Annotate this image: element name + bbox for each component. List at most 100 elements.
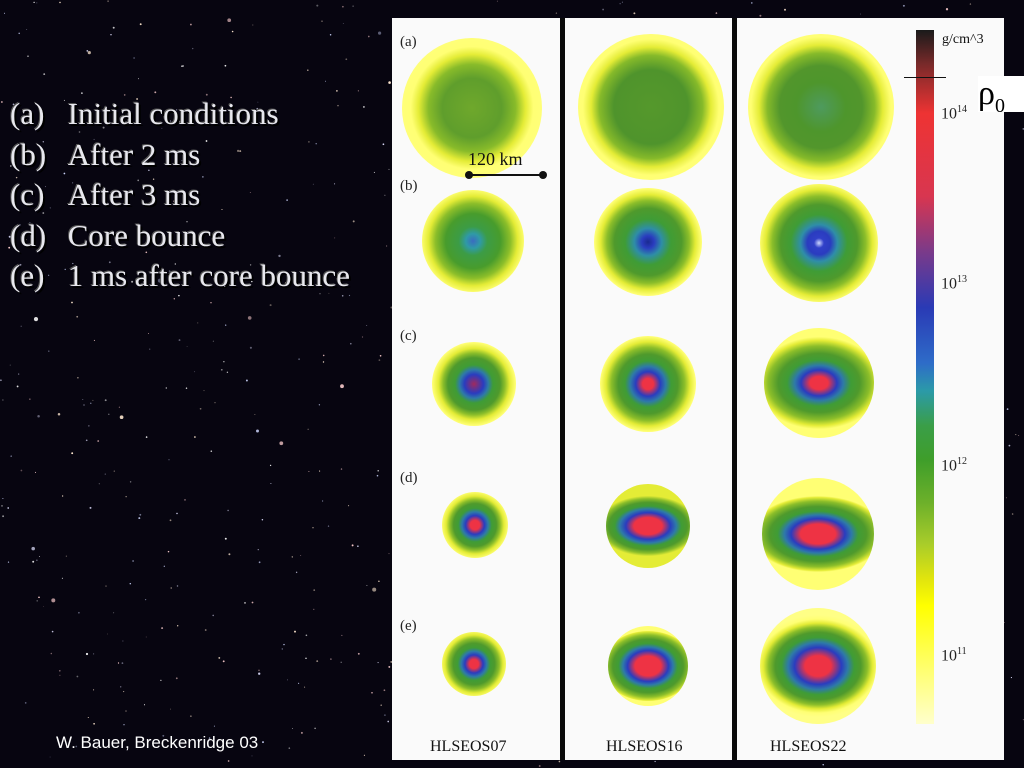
star bbox=[122, 640, 124, 642]
star bbox=[378, 580, 380, 583]
star bbox=[75, 156, 78, 159]
density-disk-c-hlseos22 bbox=[764, 328, 874, 438]
star bbox=[2, 515, 5, 518]
star bbox=[120, 686, 122, 688]
star bbox=[24, 702, 27, 704]
star bbox=[85, 652, 89, 656]
colorbar-tick-1e12: 1012 bbox=[941, 456, 967, 475]
star bbox=[165, 387, 167, 389]
star bbox=[269, 464, 272, 467]
star bbox=[87, 716, 89, 719]
star bbox=[137, 179, 140, 182]
star bbox=[83, 404, 85, 406]
star bbox=[371, 692, 373, 694]
star bbox=[258, 669, 260, 671]
star bbox=[378, 31, 382, 35]
star bbox=[292, 728, 293, 730]
star bbox=[125, 496, 127, 498]
star bbox=[784, 8, 786, 11]
colorbar-unit-label: g/cm^3 bbox=[942, 32, 984, 47]
colorbar-tick-1e11: 1011 bbox=[941, 646, 967, 665]
star bbox=[93, 653, 95, 655]
star bbox=[205, 93, 208, 96]
star bbox=[214, 402, 216, 404]
star bbox=[123, 724, 125, 726]
star bbox=[2, 399, 4, 401]
star bbox=[93, 138, 95, 140]
star bbox=[239, 150, 242, 153]
star bbox=[197, 322, 199, 324]
star bbox=[178, 339, 181, 342]
star bbox=[319, 293, 321, 295]
star bbox=[315, 142, 317, 145]
star bbox=[64, 268, 66, 271]
star bbox=[105, 585, 107, 587]
star bbox=[29, 222, 31, 224]
star bbox=[71, 301, 73, 304]
star bbox=[78, 611, 80, 614]
star bbox=[366, 325, 368, 326]
star bbox=[305, 634, 308, 637]
star bbox=[161, 127, 163, 129]
star bbox=[87, 51, 91, 55]
star bbox=[312, 527, 314, 529]
star bbox=[257, 101, 259, 103]
star bbox=[138, 517, 141, 520]
star bbox=[72, 182, 74, 184]
star bbox=[97, 440, 100, 442]
star bbox=[48, 274, 50, 276]
star bbox=[205, 140, 208, 142]
star bbox=[366, 584, 368, 587]
star bbox=[9, 165, 12, 167]
star bbox=[10, 455, 12, 457]
star bbox=[168, 459, 170, 461]
star bbox=[8, 246, 11, 249]
star bbox=[190, 715, 192, 717]
star bbox=[318, 404, 321, 406]
star bbox=[96, 747, 99, 750]
star bbox=[61, 495, 64, 497]
star bbox=[283, 643, 285, 646]
model-label-hlseos22: HLSEOS22 bbox=[770, 738, 847, 755]
star bbox=[328, 292, 330, 294]
star bbox=[129, 582, 132, 585]
star bbox=[286, 199, 288, 201]
star bbox=[307, 69, 309, 71]
density-disk-a-hlseos16 bbox=[578, 34, 724, 180]
star bbox=[82, 399, 84, 400]
star bbox=[144, 598, 147, 601]
star bbox=[131, 280, 134, 283]
star bbox=[496, 0, 498, 2]
star bbox=[298, 358, 300, 361]
star bbox=[104, 399, 107, 402]
star bbox=[118, 406, 120, 408]
star bbox=[227, 760, 230, 762]
star bbox=[48, 350, 50, 352]
star bbox=[945, 8, 949, 11]
star bbox=[149, 348, 151, 350]
density-colorbar bbox=[916, 30, 934, 724]
star bbox=[2, 497, 4, 500]
colorbar-tick-1e13: 1013 bbox=[941, 274, 967, 293]
star bbox=[327, 525, 330, 527]
star bbox=[163, 565, 165, 567]
star bbox=[212, 614, 215, 617]
star bbox=[123, 691, 125, 693]
star bbox=[249, 264, 252, 266]
star bbox=[329, 34, 332, 36]
star bbox=[383, 689, 386, 692]
star bbox=[203, 390, 205, 392]
star bbox=[151, 197, 153, 199]
star bbox=[42, 141, 44, 143]
star bbox=[538, 765, 541, 767]
star bbox=[245, 379, 248, 382]
star bbox=[314, 727, 316, 730]
star bbox=[715, 12, 718, 14]
star bbox=[218, 656, 221, 659]
star bbox=[352, 220, 355, 223]
star bbox=[633, 12, 636, 15]
star bbox=[388, 168, 390, 170]
star bbox=[16, 385, 19, 388]
star bbox=[342, 22, 344, 24]
star bbox=[379, 354, 382, 357]
